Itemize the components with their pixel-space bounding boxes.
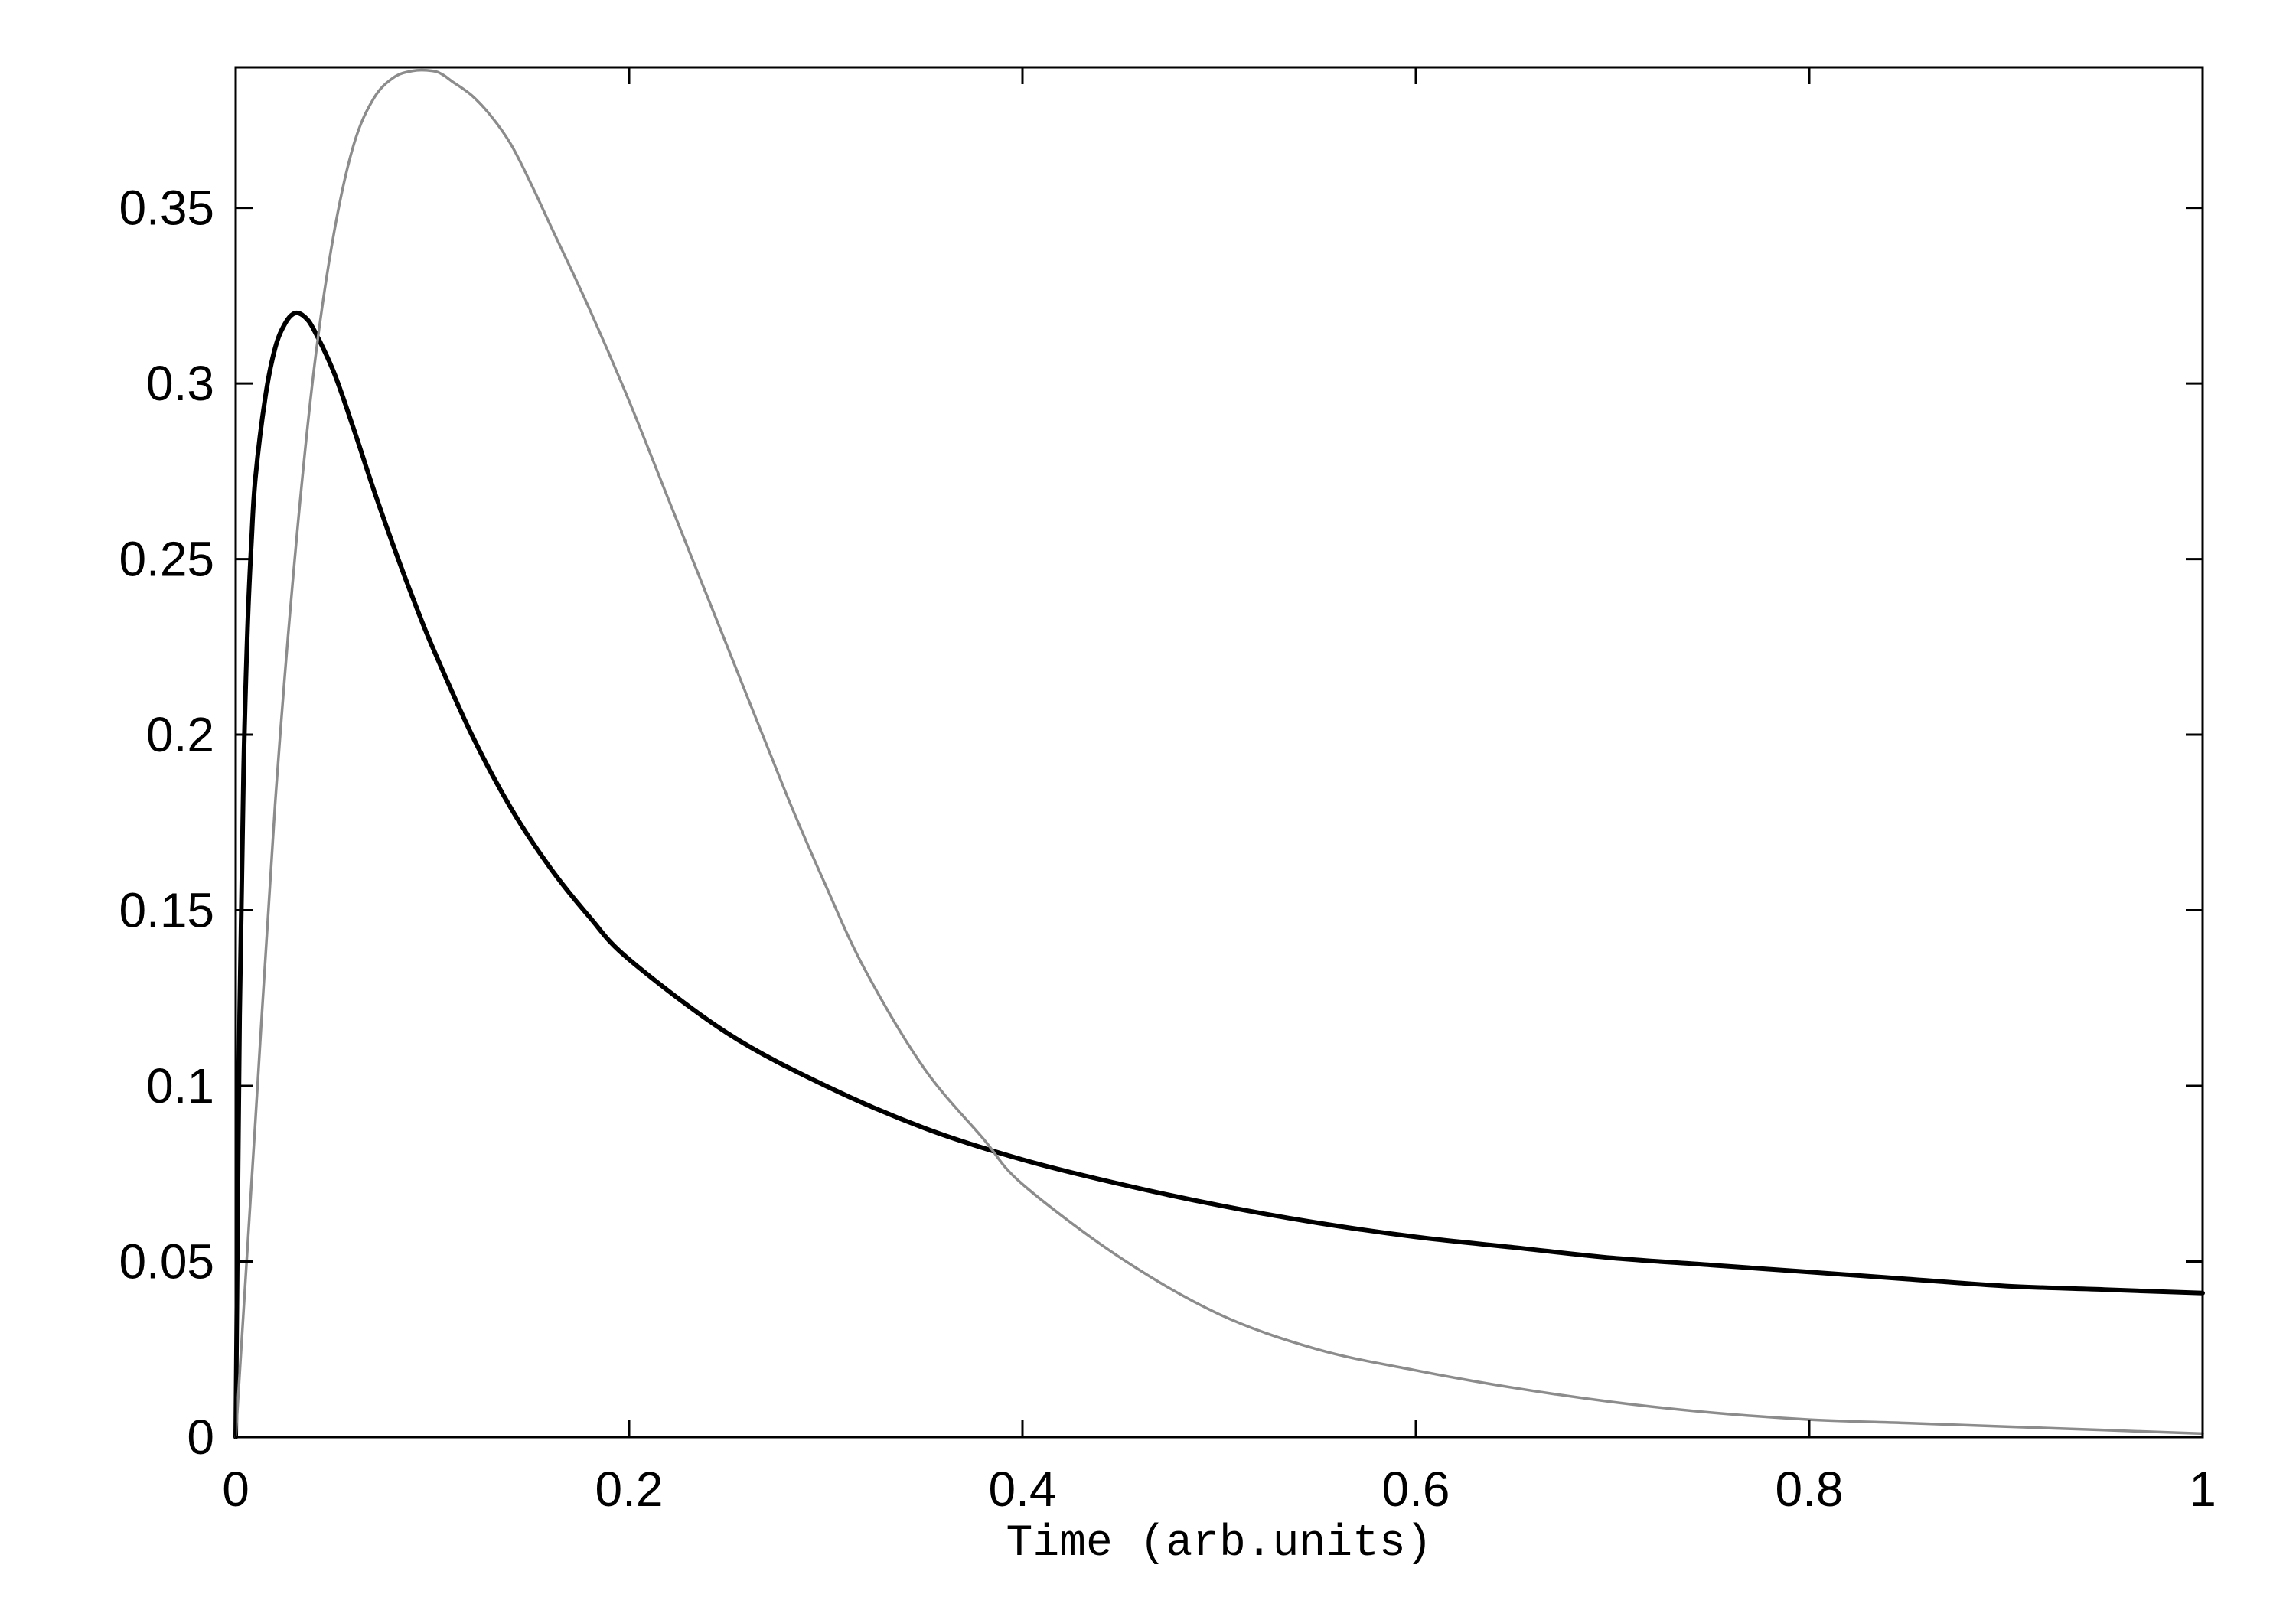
x-tick-label: 0.2 [595, 1462, 664, 1517]
x-tick-label: 0.4 [989, 1462, 1057, 1517]
x-tick-label: 0.8 [1776, 1462, 1844, 1517]
plot-frame [234, 66, 2204, 1439]
y-tick-label: 0.35 [119, 181, 214, 236]
y-tick-label: 0.25 [119, 532, 214, 587]
y-tick-label: 0.3 [146, 356, 214, 411]
y-tick-label: 0 [187, 1410, 214, 1465]
y-tick-label: 0.2 [146, 707, 214, 762]
series-layer [233, 68, 2205, 1439]
x-tick-label: 0.6 [1382, 1462, 1450, 1517]
tick-layer: 0 0.2 0.4 0.6 0.8 1 0 0.05 0.1 0.15 0.2 0.25 0.3 0.35 [119, 67, 2216, 1517]
y-tick-label: 0.1 [146, 1058, 214, 1113]
y-tick-label: 0.05 [119, 1234, 214, 1289]
series-line-light [234, 68, 2204, 1439]
x-tick-label: 1 [2189, 1462, 2216, 1517]
y-tick-label: 0.15 [119, 883, 214, 938]
series-line-bold [233, 310, 2205, 1439]
x-tick-label: 0 [222, 1462, 249, 1517]
x-axis-title: Time (arb.units) [1006, 1519, 1433, 1569]
